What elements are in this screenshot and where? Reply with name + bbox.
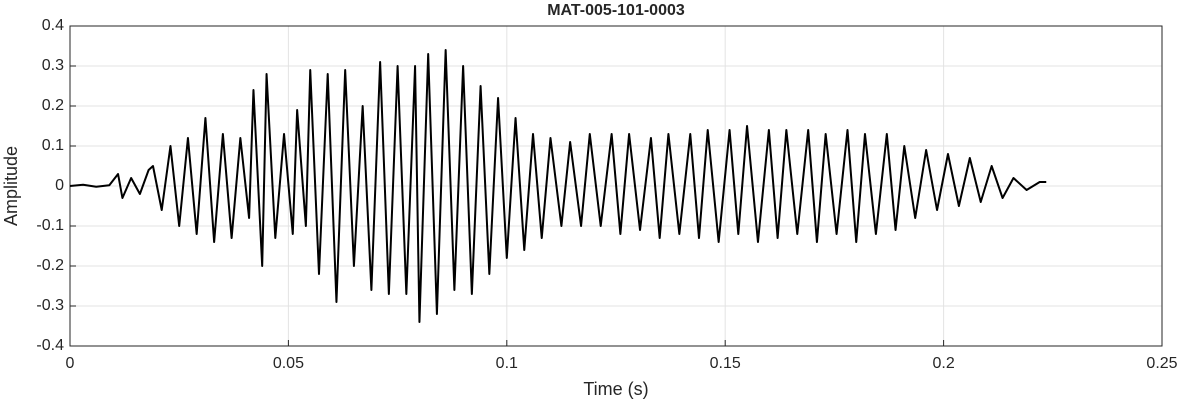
chart-title: MAT-005-101-0003 bbox=[547, 2, 685, 19]
y-tick-label: -0.4 bbox=[36, 337, 64, 354]
x-tick-label: 0.1 bbox=[496, 355, 518, 372]
y-tick-label: 0.3 bbox=[42, 57, 64, 74]
x-tick-label: 0.05 bbox=[273, 355, 304, 372]
y-tick-label: 0.2 bbox=[42, 97, 64, 114]
waveform bbox=[69, 49, 1047, 323]
y-tick-label: 0 bbox=[55, 177, 64, 194]
x-axis-label: Time (s) bbox=[583, 379, 648, 399]
y-tick-label: -0.2 bbox=[36, 257, 64, 274]
x-tick-label: 0.15 bbox=[710, 355, 741, 372]
y-axis-label: Amplitude bbox=[1, 146, 21, 226]
y-tick-label: 0.1 bbox=[42, 137, 64, 154]
y-tick-label: -0.1 bbox=[36, 217, 64, 234]
x-tick-label: 0.2 bbox=[932, 355, 954, 372]
x-tick-label: 0 bbox=[66, 355, 75, 372]
y-tick-label: -0.3 bbox=[36, 297, 64, 314]
x-tick-label: 0.25 bbox=[1146, 355, 1177, 372]
y-tick-label: 0.4 bbox=[42, 17, 64, 34]
